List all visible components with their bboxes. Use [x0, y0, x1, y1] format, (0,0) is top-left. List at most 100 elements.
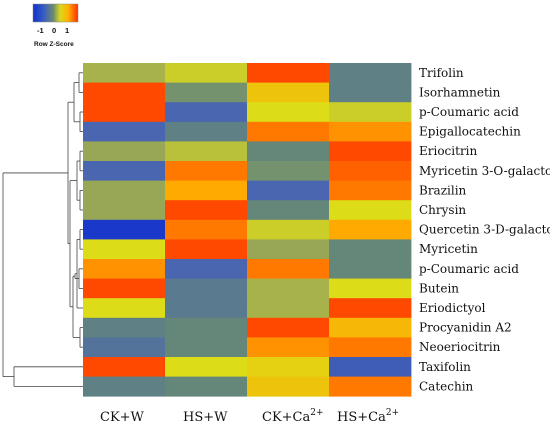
heatmap-cell: [329, 317, 412, 338]
heatmap-cell: [83, 259, 166, 279]
column-label: HS+Ca2+: [337, 408, 399, 425]
row-label: Eriocitrin: [419, 144, 478, 158]
heatmap-cell: [165, 180, 248, 201]
heatmap-cell: [165, 121, 248, 142]
heatmap-cell: [329, 141, 412, 162]
heatmap-cell: [83, 239, 166, 260]
heatmap-cell: [329, 161, 412, 181]
row-dendrogram: [2, 72, 83, 387]
heatmap-cell: [83, 278, 166, 299]
heatmap-cell: [329, 259, 412, 279]
heatmap-cell: [165, 239, 248, 260]
heatmap-cell: [247, 376, 330, 397]
column-labels: CK+W HS+W CK+Ca2+ HS+Ca2+: [100, 408, 399, 425]
row-label: Catechin: [419, 379, 474, 393]
heatmap-cell: [329, 200, 412, 221]
heatmap-cell: [329, 278, 412, 299]
heatmap-cell: [83, 121, 166, 142]
row-label: Isorhamnetin: [419, 85, 501, 99]
row-label: Chrysin: [419, 203, 466, 217]
heatmap-cell: [83, 102, 166, 123]
heatmap-cell: [329, 121, 412, 142]
heatmap-cell: [165, 219, 248, 240]
row-label: Eriodictyol: [419, 301, 486, 315]
heatmap-cell: [165, 317, 248, 338]
color-key-bar: [32, 3, 79, 23]
row-label: p-Coumaric acid: [419, 105, 519, 119]
heatmap-cell: [165, 278, 248, 299]
row-label: Butein: [419, 281, 459, 295]
heatmap-cell: [247, 317, 330, 338]
heatmap-cell: [329, 63, 412, 83]
heatmap-cell: [329, 357, 412, 377]
row-label: Neoeriocitrin: [419, 340, 501, 354]
heatmap-cell: [165, 82, 248, 103]
heatmap-cell: [165, 298, 248, 319]
heatmap-cell: [247, 259, 330, 279]
heatmap-cell: [83, 219, 166, 240]
row-label: Epigallocatechin: [419, 125, 521, 139]
heatmap-cell: [83, 357, 166, 377]
heatmap-cell: [165, 376, 248, 397]
heatmap-cell: [247, 161, 330, 181]
heatmap-cell: [83, 180, 166, 201]
heatmap-cell: [83, 82, 166, 103]
color-key-tick-neg1: -1: [37, 26, 44, 35]
heatmap-cells: [83, 63, 412, 397]
color-key-tick-0: 0: [52, 26, 56, 35]
heatmap-cell: [83, 200, 166, 221]
heatmap-cell: [165, 357, 248, 377]
row-label: Quercetin 3-D-galactoside: [419, 223, 550, 237]
row-labels: Trifolin Isorhamnetin p-Coumaric acid Epiga…: [419, 66, 550, 394]
column-label: CK+W: [100, 410, 145, 425]
row-label: Brazilin: [419, 183, 467, 197]
heatmap-cell: [165, 337, 248, 358]
row-label: Taxifolin: [419, 360, 471, 374]
heatmap-cell: [83, 376, 166, 397]
row-label: Procyanidin A2: [419, 321, 512, 335]
heatmap-cell: [165, 63, 248, 83]
heatmap-cell: [83, 298, 166, 319]
heatmap-cell: [83, 317, 166, 338]
heatmap-cell: [329, 239, 412, 260]
heatmap-cell: [329, 337, 412, 358]
color-key: -1 0 1 Row Z-Score: [32, 3, 79, 48]
heatmap-cell: [83, 161, 166, 181]
heatmap-cell: [165, 200, 248, 221]
heatmap-cell: [247, 121, 330, 142]
heatmap-cell: [329, 376, 412, 397]
heatmap-cell: [329, 180, 412, 201]
heatmap-cell: [83, 141, 166, 162]
column-label: HS+W: [183, 410, 228, 425]
heatmap-cell: [247, 102, 330, 123]
color-key-title: Row Z-Score: [34, 41, 74, 48]
color-key-tick-1: 1: [65, 26, 69, 35]
row-label: Myricetin 3-O-galactoside: [419, 164, 550, 178]
heatmap-cell: [247, 200, 330, 221]
heatmap-cell: [329, 82, 412, 103]
heatmap-cell: [247, 82, 330, 103]
heatmap-cell: [247, 63, 330, 83]
row-label: p-Coumaric acid: [419, 262, 519, 276]
heatmap-cell: [247, 141, 330, 162]
heatmap-cell: [247, 219, 330, 240]
heatmap-cell: [247, 337, 330, 358]
heatmap-cell: [247, 357, 330, 377]
heatmap-cell: [165, 141, 248, 162]
heatmap-cell: [165, 102, 248, 123]
heatmap-cell: [165, 161, 248, 181]
heatmap-cell: [83, 63, 166, 83]
heatmap-cell: [247, 239, 330, 260]
heatmap-cell: [329, 102, 412, 123]
row-label: Trifolin: [419, 66, 464, 80]
column-label: CK+Ca2+: [262, 408, 324, 425]
heatmap-cell: [329, 298, 412, 319]
heatmap-cell: [247, 180, 330, 201]
row-label: Myricetin: [419, 242, 478, 256]
heatmap-cell: [83, 337, 166, 358]
heatmap-cell: [165, 259, 248, 279]
heatmap-cell: [247, 298, 330, 319]
heatmap-cell: [247, 278, 330, 299]
heatmap-cell: [329, 219, 412, 240]
